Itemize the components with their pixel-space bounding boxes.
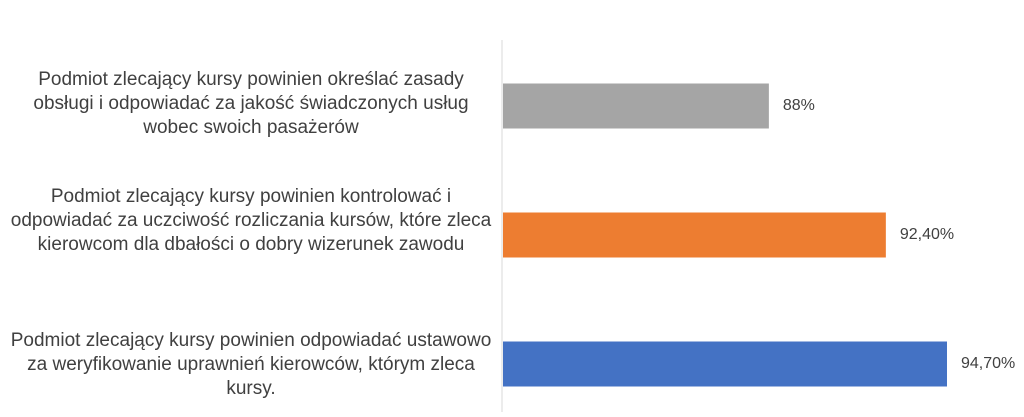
data-label-1: 88%: [782, 97, 815, 114]
bar-3: [503, 341, 947, 387]
data-label-3: 94,70%: [961, 355, 1016, 372]
category-label-1: Podmiot zlecający kursy powinien określa…: [33, 69, 469, 138]
category-label-2: Podmiot zlecający kursy powinien kontrol…: [10, 186, 492, 255]
bar-2: [503, 212, 886, 258]
bar-1: [503, 83, 769, 129]
category-label-3: Podmiot zlecający kursy powinien odpowia…: [10, 330, 492, 399]
data-label-2: 92,40%: [899, 226, 955, 243]
